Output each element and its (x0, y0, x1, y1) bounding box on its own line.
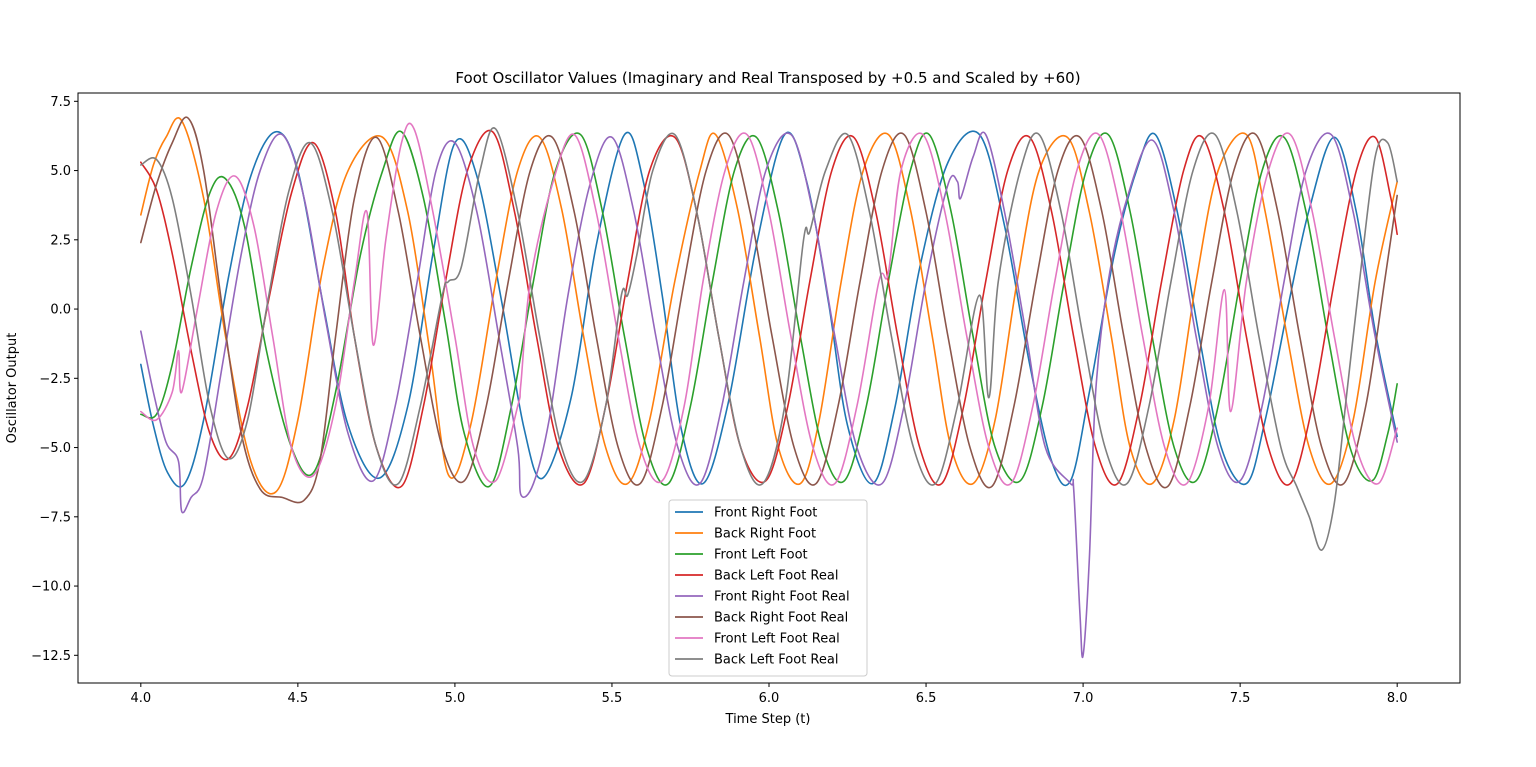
legend: Front Right Foot Back Right Foot Front Lef… (668, 499, 868, 677)
y-axis-label: Oscillator Output (5, 333, 20, 444)
x-tick-label: 4.0 (130, 691, 151, 706)
x-axis-label: Time Step (t) (725, 712, 811, 727)
legend-entry: Front Left Foot (714, 548, 808, 563)
series-line-3 (140, 130, 1398, 488)
legend-entry: Back Left Foot Real (714, 569, 838, 584)
x-tick-label: 5.0 (445, 691, 466, 706)
x-tick-label: 5.5 (602, 691, 623, 706)
series-line-8 (140, 127, 1398, 551)
series-line-6 (140, 116, 1398, 504)
series-line-7 (140, 122, 1398, 486)
y-axis: 7.5 5.0 2.5 0.0 −2.5 −5.0 −7.5 −10.0 −12.5 (31, 95, 78, 664)
y-tick-label: −10.0 (31, 580, 71, 595)
y-tick-label: 0.0 (50, 303, 71, 318)
legend-entry: Front Left Foot Real (714, 632, 840, 647)
series-line-2 (140, 117, 1398, 495)
legend-entry: Front Right Foot (714, 506, 817, 521)
x-tick-label: 7.0 (1073, 691, 1094, 706)
series-line-5 (140, 131, 1398, 659)
y-tick-label: 2.5 (50, 233, 71, 248)
series-layer (140, 116, 1398, 659)
x-axis: 4.0 4.5 5.0 5.5 6.0 6.5 7.0 7.5 8.0 (130, 683, 1408, 706)
y-tick-label: 7.5 (50, 95, 71, 110)
legend-entry: Back Right Foot (714, 527, 816, 542)
x-tick-label: 8.0 (1387, 691, 1408, 706)
series-line-4 (140, 129, 1398, 489)
y-tick-label: −7.5 (39, 510, 71, 525)
series-line-1 (140, 130, 1398, 488)
legend-entry: Back Left Foot Real (714, 653, 838, 668)
y-tick-label: −12.5 (31, 649, 71, 664)
x-tick-label: 6.0 (759, 691, 780, 706)
x-tick-label: 7.5 (1230, 691, 1251, 706)
x-tick-label: 4.5 (288, 691, 309, 706)
legend-box (668, 499, 868, 677)
legend-entry: Back Right Foot Real (714, 611, 848, 626)
y-tick-label: −2.5 (39, 372, 71, 387)
chart-title: Foot Oscillator Values (Imaginary and Re… (455, 69, 1080, 87)
y-tick-label: −5.0 (39, 441, 71, 456)
y-tick-label: 5.0 (50, 164, 71, 179)
x-tick-label: 6.5 (916, 691, 937, 706)
legend-entry: Front Right Foot Real (714, 590, 850, 605)
